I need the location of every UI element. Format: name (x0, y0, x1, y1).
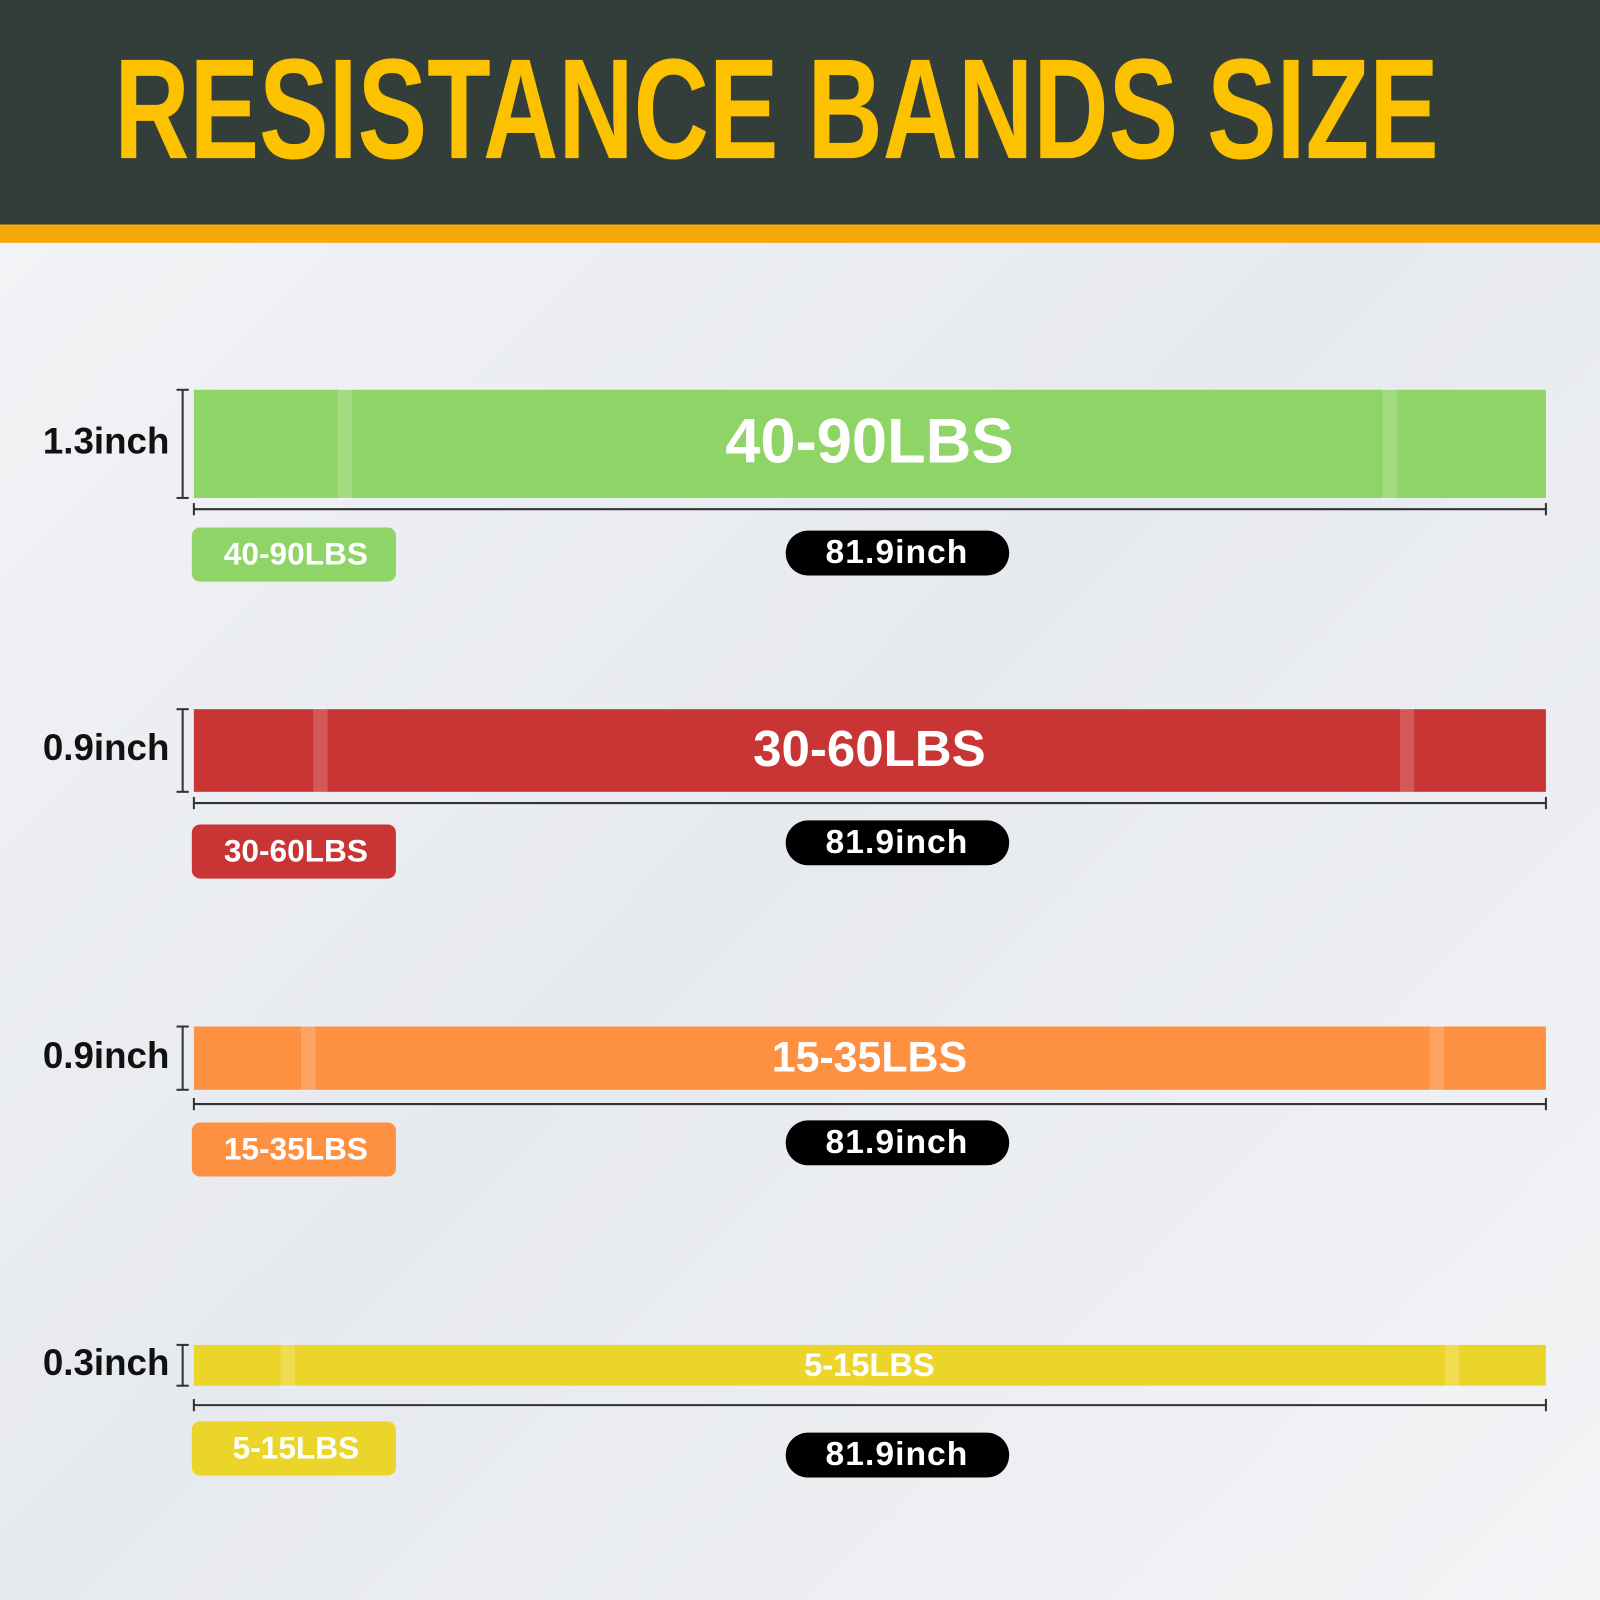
width-label: 0.9inch (43, 727, 170, 768)
header-stripe (0, 224, 1600, 243)
band-label: 5-15LBS (804, 1346, 935, 1383)
load-pill (191, 527, 396, 582)
load-pill (191, 1122, 396, 1177)
load-pill (191, 824, 396, 879)
load-pill-label: 5-15LBS (233, 1429, 360, 1465)
band-label: 40-90LBS (725, 407, 1013, 477)
length-pill (785, 1120, 1010, 1166)
band-rib (1444, 1342, 1460, 1388)
load-pill-label: 15-35LBS (224, 1130, 368, 1166)
band (193, 1344, 1546, 1386)
load-pill-label: 30-60LBS (224, 832, 368, 868)
length-label: 81.9inch (826, 534, 969, 571)
band-rib (280, 1342, 295, 1388)
header-bar (0, 0, 1600, 225)
width-label: 1.3inch (43, 421, 170, 462)
load-pill (191, 1421, 396, 1476)
title: RESISTANCE BANDS SIZE (114, 30, 1438, 189)
band-rib (1429, 1024, 1444, 1092)
length-pill (785, 820, 1010, 866)
width-label: 0.3inch (43, 1342, 170, 1383)
band-rib (1400, 707, 1415, 794)
load-pill-label: 40-90LBS (224, 535, 368, 571)
band-rib (313, 707, 328, 794)
band-rib (337, 387, 353, 500)
width-label: 0.9inch (43, 1035, 170, 1076)
band-rib (301, 1024, 316, 1092)
length-pill (785, 530, 1010, 576)
length-label: 81.9inch (826, 1436, 969, 1473)
band-label: 30-60LBS (753, 720, 986, 777)
length-pill (785, 1432, 1010, 1478)
band-label: 15-35LBS (772, 1034, 967, 1082)
band-rib (1382, 387, 1397, 500)
band (193, 1026, 1546, 1090)
length-label: 81.9inch (826, 1124, 969, 1161)
length-label: 81.9inch (826, 824, 969, 861)
band (193, 389, 1546, 498)
band (193, 709, 1546, 792)
